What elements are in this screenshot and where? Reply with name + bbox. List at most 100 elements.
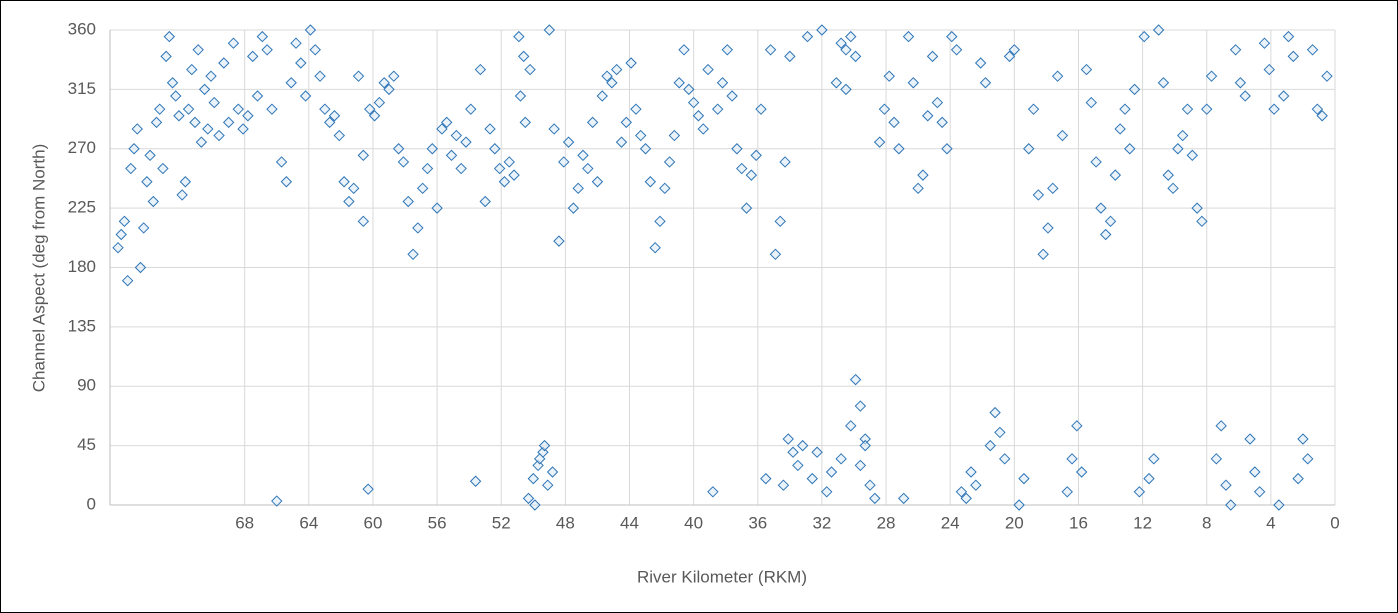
point bbox=[542, 479, 554, 491]
point bbox=[529, 499, 541, 511]
point bbox=[683, 83, 695, 96]
point bbox=[984, 439, 996, 452]
point bbox=[1100, 228, 1112, 241]
point bbox=[1321, 70, 1333, 82]
point bbox=[426, 143, 438, 155]
point bbox=[1176, 129, 1189, 142]
point bbox=[450, 129, 463, 142]
point bbox=[1095, 202, 1107, 214]
point bbox=[960, 492, 972, 505]
point bbox=[1167, 182, 1179, 195]
point bbox=[974, 57, 987, 69]
point bbox=[179, 176, 192, 188]
point bbox=[835, 453, 847, 465]
point bbox=[455, 162, 467, 175]
point bbox=[295, 57, 307, 69]
point bbox=[1268, 103, 1280, 115]
point bbox=[946, 30, 958, 43]
point bbox=[198, 83, 211, 96]
point bbox=[242, 110, 254, 122]
x-tick-label: 20 bbox=[1005, 513, 1024, 532]
point bbox=[373, 96, 386, 109]
point bbox=[582, 162, 594, 175]
point bbox=[654, 215, 666, 228]
point bbox=[764, 44, 777, 56]
point bbox=[237, 123, 249, 135]
point bbox=[586, 116, 599, 129]
point bbox=[189, 116, 201, 129]
point bbox=[118, 215, 131, 228]
point bbox=[1003, 50, 1016, 63]
point bbox=[936, 116, 948, 129]
point bbox=[750, 149, 762, 162]
point bbox=[144, 149, 156, 162]
x-tick-label: 60 bbox=[363, 513, 382, 532]
point bbox=[635, 129, 647, 142]
point bbox=[309, 44, 321, 56]
point bbox=[474, 63, 487, 76]
point bbox=[950, 44, 963, 56]
point bbox=[338, 176, 350, 188]
point bbox=[1037, 248, 1049, 261]
point bbox=[888, 116, 900, 129]
point bbox=[1263, 63, 1275, 76]
point bbox=[1201, 103, 1213, 115]
point bbox=[596, 90, 608, 102]
point bbox=[1061, 486, 1073, 498]
point bbox=[702, 63, 714, 76]
points bbox=[112, 24, 1333, 511]
point bbox=[673, 77, 685, 89]
point bbox=[941, 143, 953, 155]
point bbox=[1075, 466, 1088, 478]
point bbox=[479, 195, 491, 208]
point bbox=[1109, 169, 1122, 181]
point bbox=[246, 50, 259, 63]
point bbox=[845, 420, 857, 432]
x-tick-label: 4 bbox=[1266, 513, 1275, 532]
point bbox=[522, 492, 535, 505]
point bbox=[796, 439, 809, 452]
point bbox=[707, 486, 719, 498]
point bbox=[620, 116, 633, 129]
y-axis-label: Channel Aspect (deg from North) bbox=[29, 144, 48, 393]
point bbox=[989, 406, 1001, 419]
point bbox=[562, 136, 575, 148]
point bbox=[436, 123, 448, 135]
point bbox=[1215, 420, 1227, 432]
point bbox=[1287, 50, 1300, 63]
point bbox=[160, 50, 172, 63]
point bbox=[137, 222, 150, 234]
point bbox=[779, 156, 791, 168]
point bbox=[519, 116, 531, 129]
point bbox=[893, 143, 905, 155]
point bbox=[1191, 202, 1203, 214]
point bbox=[869, 492, 881, 505]
point bbox=[251, 90, 264, 102]
point bbox=[1066, 453, 1078, 465]
point bbox=[994, 426, 1006, 439]
point bbox=[774, 215, 786, 228]
point bbox=[1306, 44, 1319, 56]
point bbox=[1013, 499, 1025, 511]
point bbox=[830, 77, 843, 89]
point bbox=[1085, 96, 1097, 109]
point bbox=[1239, 90, 1251, 102]
point bbox=[821, 486, 833, 498]
point bbox=[1220, 479, 1232, 491]
point bbox=[615, 136, 628, 148]
point bbox=[256, 30, 269, 43]
point bbox=[441, 116, 453, 129]
point bbox=[883, 70, 895, 82]
point bbox=[166, 77, 179, 89]
point bbox=[1253, 486, 1266, 498]
point bbox=[897, 492, 910, 505]
point bbox=[1143, 472, 1155, 485]
point bbox=[195, 136, 208, 148]
point bbox=[678, 44, 690, 56]
point bbox=[1032, 189, 1045, 201]
point bbox=[1152, 24, 1165, 36]
point bbox=[1196, 215, 1208, 228]
point bbox=[131, 123, 143, 135]
point bbox=[1114, 123, 1126, 135]
point bbox=[445, 149, 458, 162]
